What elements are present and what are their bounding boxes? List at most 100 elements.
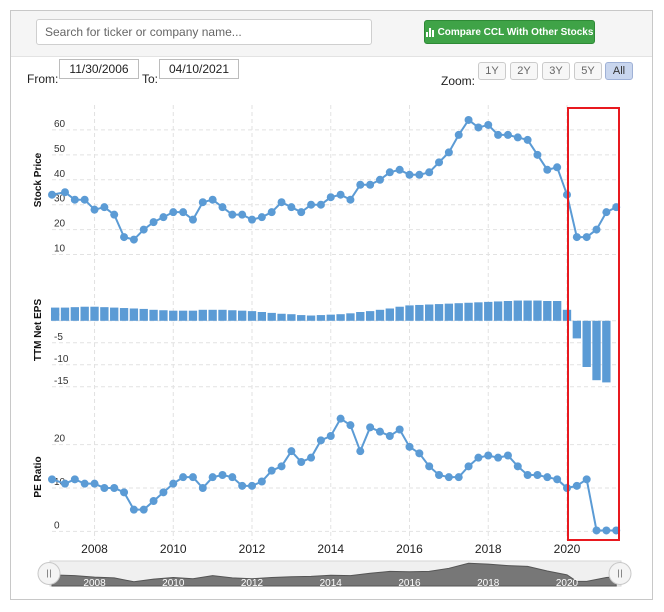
price-point — [385, 168, 394, 177]
pe-point — [494, 453, 503, 462]
navigator-left-handle[interactable] — [37, 562, 61, 585]
pe-point — [474, 453, 483, 462]
to-date-input[interactable] — [159, 59, 239, 79]
price-point — [307, 200, 316, 209]
y-tick-label: 10 — [54, 244, 66, 255]
pe-point — [385, 432, 394, 440]
price-point — [523, 135, 532, 144]
eps-bar — [513, 300, 522, 321]
eps-bar — [287, 314, 296, 321]
pe-point — [602, 526, 611, 535]
toolbar: Compare CCL With Other Stocks — [11, 11, 652, 57]
eps-bar — [346, 313, 355, 321]
price-point — [297, 208, 306, 217]
price-point — [248, 215, 257, 224]
pe-point — [454, 473, 463, 482]
price-point — [513, 133, 522, 142]
eps-bar — [385, 308, 394, 321]
price-point — [90, 205, 99, 214]
eps-bar — [533, 300, 542, 321]
price-point — [277, 198, 286, 207]
zoom-5y-button[interactable]: 5Y — [574, 62, 602, 80]
price-point — [326, 193, 335, 202]
pe-point — [316, 436, 325, 445]
pe-point — [208, 473, 217, 482]
compare-stocks-button[interactable]: Compare CCL With Other Stocks — [424, 20, 595, 44]
y-tick-label: 20 — [54, 219, 66, 230]
x-tick-label: 2008 — [81, 542, 108, 556]
eps-bar — [218, 309, 227, 321]
price-point — [543, 165, 552, 174]
zoom-2y-button[interactable]: 2Y — [510, 62, 538, 80]
eps-bar — [60, 307, 70, 321]
price-point — [395, 165, 404, 174]
eps-bar — [454, 303, 463, 321]
price-point — [48, 190, 56, 199]
eps-bar — [80, 306, 89, 321]
eps-bar — [297, 315, 306, 321]
eps-bar — [474, 302, 483, 321]
pe-point — [375, 427, 384, 436]
eps-bar — [277, 313, 286, 321]
eps-bar — [178, 310, 188, 321]
handle-knob — [37, 562, 61, 585]
pe-point — [503, 451, 512, 460]
navigator-right-handle[interactable] — [608, 562, 632, 585]
navigator-tick-label: 2020 — [556, 578, 579, 589]
eps-bar — [110, 307, 119, 321]
eps-bar — [228, 310, 237, 321]
pe-point — [346, 421, 355, 430]
eps-bar — [602, 320, 611, 383]
price-point — [444, 148, 453, 157]
eps-bar — [365, 311, 375, 321]
pe-point — [129, 505, 138, 514]
eps-bar — [129, 308, 139, 321]
price-point — [257, 213, 266, 222]
price-point — [188, 215, 197, 224]
x-tick-label: 2020 — [554, 542, 581, 556]
price-point — [60, 188, 69, 197]
price-point — [110, 210, 119, 219]
eps-bar — [356, 312, 365, 321]
price-point — [218, 203, 227, 212]
pe-point — [110, 484, 119, 492]
price-point — [533, 150, 542, 159]
from-date-input[interactable] — [59, 59, 139, 79]
price-point — [366, 180, 375, 189]
price-point — [149, 218, 158, 227]
eps-bar — [434, 304, 444, 321]
from-label: From: — [27, 72, 59, 86]
pe-point — [70, 475, 79, 484]
eps-bar — [464, 302, 473, 321]
eps-bar — [415, 304, 424, 321]
zoom-1y-button[interactable]: 1Y — [478, 62, 506, 80]
price-point — [346, 195, 355, 204]
pe-point — [513, 462, 522, 471]
x-tick-label: 2016 — [396, 542, 423, 556]
navigator-tick-label: 2008 — [83, 578, 106, 589]
pe-line — [51, 417, 617, 532]
price-point — [129, 235, 138, 244]
to-label: To: — [142, 72, 159, 86]
zoom-3y-button[interactable]: 3Y — [542, 62, 570, 80]
price-point — [100, 203, 109, 212]
zoom-all-button[interactable]: All — [605, 62, 633, 80]
pe-point — [435, 471, 444, 479]
price-point — [316, 200, 325, 209]
pe-point — [238, 481, 247, 490]
price-point — [464, 115, 473, 124]
navigator-tick-label: 2016 — [398, 578, 421, 589]
pe-point — [425, 462, 434, 471]
eps-bar — [306, 315, 316, 321]
pe-point — [336, 414, 345, 423]
price-point — [208, 195, 217, 204]
navigator-tick-label: 2014 — [320, 578, 343, 589]
eps-bar — [169, 310, 178, 321]
eps-bar — [375, 309, 385, 321]
search-input[interactable] — [36, 19, 372, 45]
eps-bar — [425, 304, 434, 321]
price-point — [179, 208, 188, 217]
eps-bar — [198, 309, 207, 321]
pe-point — [356, 447, 365, 456]
